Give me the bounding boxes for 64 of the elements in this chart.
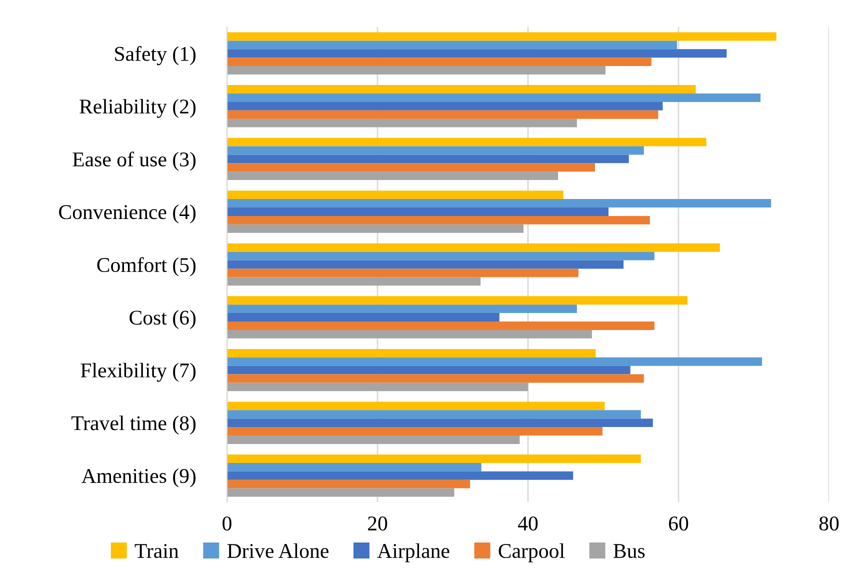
bar bbox=[227, 110, 658, 119]
bar bbox=[227, 163, 595, 172]
bar bbox=[227, 58, 652, 66]
x-tick-label: 20 bbox=[368, 516, 388, 531]
bar bbox=[227, 260, 624, 269]
bar bbox=[227, 418, 653, 428]
bar bbox=[227, 357, 762, 366]
bar bbox=[227, 49, 727, 58]
bar bbox=[227, 216, 650, 224]
bar bbox=[227, 374, 644, 383]
bar bbox=[227, 471, 574, 480]
bar bbox=[227, 277, 481, 286]
bar bbox=[227, 32, 776, 41]
x-tick-label: 0 bbox=[222, 516, 232, 531]
bar bbox=[227, 296, 688, 305]
bar bbox=[227, 402, 605, 410]
y-tick-label: Flexibility (7) bbox=[80, 362, 196, 382]
y-tick-label: Convenience (4) bbox=[59, 204, 196, 224]
bar bbox=[227, 436, 520, 444]
bar bbox=[227, 313, 500, 322]
bar bbox=[227, 146, 644, 155]
y-tick-label: Reliability (2) bbox=[80, 98, 196, 118]
x-tick-label: 60 bbox=[668, 516, 688, 531]
bar bbox=[227, 199, 772, 208]
legend-label: Bus bbox=[614, 544, 645, 558]
bar bbox=[227, 85, 696, 94]
y-tick-label: Ease of use (3) bbox=[72, 152, 196, 171]
bar bbox=[227, 102, 663, 110]
bar bbox=[227, 330, 592, 338]
bar bbox=[227, 40, 677, 50]
bar bbox=[227, 243, 720, 252]
bar bbox=[227, 118, 577, 128]
bar bbox=[227, 410, 641, 419]
bar bbox=[227, 348, 596, 358]
bar bbox=[227, 208, 609, 216]
bar bbox=[227, 252, 654, 260]
bar bbox=[227, 322, 654, 330]
bar bbox=[227, 304, 577, 314]
y-tick-label: Travel time (8) bbox=[71, 416, 196, 434]
bar bbox=[227, 138, 706, 146]
y-tick-label: Cost (6) bbox=[130, 310, 196, 329]
bar bbox=[227, 488, 454, 497]
y-tick-label: Safety (1) bbox=[115, 46, 196, 66]
bar bbox=[227, 224, 524, 233]
bar bbox=[227, 172, 558, 180]
bar bbox=[227, 94, 761, 102]
bar bbox=[227, 366, 630, 374]
legend-label: Train bbox=[134, 544, 179, 558]
x-tick-label: 40 bbox=[518, 516, 538, 531]
bar bbox=[227, 462, 482, 472]
legend-label: Carpool bbox=[498, 543, 565, 562]
legend-label: Drive Alone bbox=[227, 543, 328, 558]
bar bbox=[227, 382, 528, 392]
bar bbox=[227, 190, 564, 200]
legend-label: Airplane bbox=[377, 543, 450, 562]
bar bbox=[227, 66, 606, 74]
x-tick-label: 80 bbox=[819, 516, 839, 531]
bar bbox=[227, 154, 629, 164]
bar bbox=[227, 268, 578, 278]
bar bbox=[227, 427, 602, 436]
y-tick-label: Amenities (9) bbox=[82, 468, 196, 488]
bar bbox=[227, 454, 641, 463]
bar bbox=[227, 480, 470, 488]
y-tick-label: Comfort (5) bbox=[97, 257, 196, 276]
